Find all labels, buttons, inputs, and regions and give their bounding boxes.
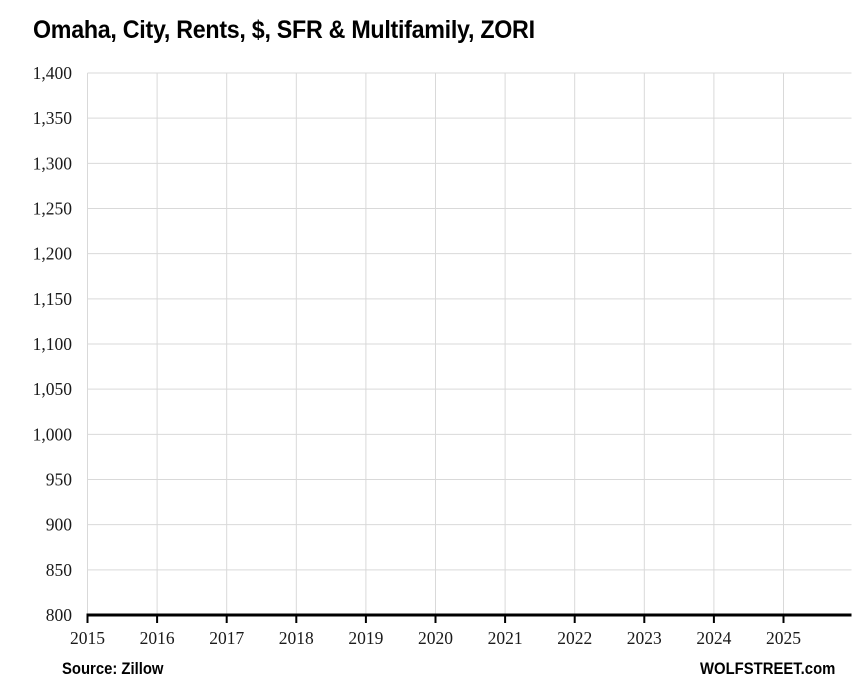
chart-title: Omaha, City, Rents, $, SFR & Multifamily…	[33, 16, 535, 44]
x-axis-tick-label: 2023	[627, 628, 662, 648]
x-axis-tick-label: 2024	[696, 628, 731, 648]
x-axis-tick-label: 2025	[766, 628, 801, 648]
y-axis-tick-label: 1,300	[33, 153, 73, 173]
y-axis-tick-label: 1,350	[33, 108, 73, 128]
x-axis-tick-label: 2019	[348, 628, 383, 648]
y-axis-tick-label: 1,050	[33, 379, 73, 399]
y-axis-tick-label: 800	[46, 605, 73, 625]
y-axis-tick-label: 1,100	[33, 334, 73, 354]
x-axis-tick-label: 2021	[488, 628, 523, 648]
y-axis-tick-label: 1,000	[33, 424, 73, 444]
y-axis-tick-label: 850	[46, 560, 73, 580]
y-axis-tick-label: 1,250	[33, 199, 73, 219]
source-label: Source: Zillow	[62, 660, 164, 678]
watermark-label: WOLFSTREET.com	[699, 660, 835, 678]
x-axis-tick-label: 2015	[70, 628, 105, 648]
x-axis-tick-label: 2022	[557, 628, 592, 648]
y-axis-tick-label: 1,400	[33, 63, 73, 83]
gridlines	[87, 72, 852, 615]
y-axis-tick-label: 900	[46, 515, 73, 535]
x-axis-tick-labels: 2015 2016 2017 2018 2019 2020 2021 2022 2023 2024…	[70, 628, 801, 648]
y-axis-tick-label: 1,150	[33, 289, 73, 309]
x-axis-tick-label: 2018	[279, 628, 314, 648]
x-axis-tick-label: 2020	[418, 628, 453, 648]
x-axis-tick-label: 2016	[140, 628, 175, 648]
y-axis-tick-label: 1,200	[33, 244, 73, 264]
y-axis-tick-labels: 800 850 900 950 1,000 1,050 1,100 1,150 1,200 1,2…	[33, 63, 73, 625]
y-axis-tick-label: 950	[46, 470, 73, 490]
x-axis-tick-label: 2017	[209, 628, 244, 648]
